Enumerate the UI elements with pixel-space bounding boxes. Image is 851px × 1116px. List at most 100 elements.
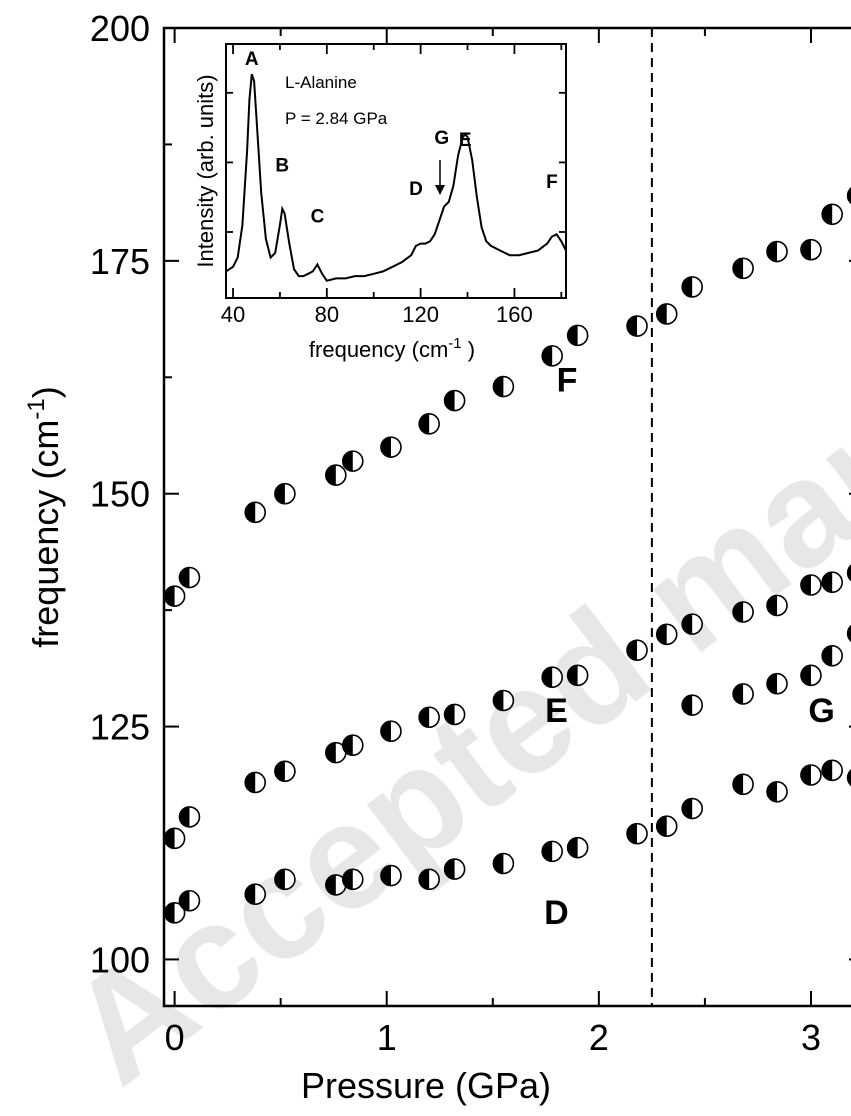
y-tick-label: 200 — [90, 8, 150, 49]
data-point-F — [418, 413, 440, 435]
marker-fill — [380, 865, 391, 886]
marker-fill — [627, 640, 638, 661]
series-label-F: F — [557, 361, 578, 399]
data-point-F — [655, 303, 678, 325]
data-point-D — [492, 852, 515, 875]
marker-fill — [767, 781, 778, 802]
marker-fill — [542, 667, 553, 688]
marker-fill — [682, 276, 693, 297]
y-axis-title-superscript: -1 — [23, 398, 50, 419]
marker-fill — [627, 823, 638, 844]
marker-fill — [419, 707, 430, 728]
marker-fill — [847, 188, 851, 204]
inset-arrow-head — [435, 185, 445, 195]
data-point-F — [626, 315, 648, 337]
marker-fill — [342, 869, 353, 890]
marker-fill — [342, 735, 353, 756]
marker-fill — [493, 376, 504, 397]
marker-fill — [245, 772, 256, 793]
marker-fill — [682, 695, 693, 716]
marker-fill — [733, 683, 744, 704]
data-point-E — [163, 827, 186, 850]
inset-y-axis-title: Intensity (arb. units) — [193, 74, 218, 267]
data-point-F — [821, 203, 843, 226]
plot-frame — [162, 26, 851, 1008]
inset-x-tick-label: 120 — [402, 302, 439, 327]
data-point-F — [800, 238, 822, 261]
inset-spectrum-curve — [225, 73, 567, 282]
data-point-G — [732, 683, 754, 705]
marker-fill — [822, 204, 833, 225]
data-point-E — [681, 613, 703, 635]
data-point-F — [846, 187, 851, 205]
marker-fill — [800, 665, 811, 686]
data-point-D — [821, 759, 843, 782]
marker-fill — [274, 761, 285, 782]
marker-fill — [245, 884, 256, 905]
series-label-G: G — [808, 692, 834, 730]
data-point-D — [846, 769, 851, 787]
data-point-D — [655, 815, 678, 838]
data-point-F — [178, 566, 201, 589]
data-point-G — [681, 694, 703, 716]
inset-frame — [225, 43, 567, 299]
series-labels: F E G D — [544, 361, 835, 932]
data-point-E — [492, 689, 515, 712]
marker-fill — [847, 626, 851, 641]
data-point-F — [732, 257, 754, 280]
data-point-F — [274, 482, 296, 505]
inset-x-axis-title-close: ) — [462, 337, 475, 362]
data-point-E — [443, 703, 466, 726]
data-point-E — [178, 806, 201, 828]
data-point-F — [566, 324, 589, 347]
inset-x-axis-title-main: frequency (cm — [309, 337, 448, 362]
inset-peak-labels: A B C D G E F — [245, 49, 558, 228]
inset-peak-label-B: B — [275, 156, 289, 177]
marker-fill — [419, 869, 430, 890]
data-point-E — [821, 571, 843, 594]
marker-fill — [847, 565, 851, 581]
data-point-F — [325, 464, 347, 486]
data-point-F — [244, 501, 267, 524]
inset-peak-label-G: G — [434, 128, 449, 149]
inset-annotation-sample: L-Alanine — [285, 73, 357, 92]
marker-fill — [380, 437, 391, 458]
data-point-E — [566, 664, 589, 687]
marker-fill — [542, 841, 553, 862]
marker-fill — [822, 645, 833, 666]
data-point-G — [800, 664, 822, 687]
data-point-E — [244, 771, 267, 794]
data-point-E — [732, 601, 754, 623]
y-tick-label: 150 — [90, 474, 150, 515]
y-axis-title: frequency (cm-1) — [23, 386, 66, 647]
inset-x-axis-title-superscript: -1 — [448, 335, 461, 352]
y-tick-label: 100 — [90, 939, 150, 980]
inset-peak-label-E: E — [459, 130, 472, 151]
data-point-G — [821, 644, 843, 667]
marker-fill — [567, 837, 578, 858]
marker-fill — [567, 325, 578, 346]
data-point-E — [341, 734, 364, 757]
marker-fill — [164, 586, 175, 607]
data-point-D — [274, 868, 296, 891]
data-point-E — [626, 639, 648, 661]
data-point-F — [380, 436, 402, 458]
data-point-F — [341, 450, 364, 472]
marker-fill — [419, 413, 430, 434]
marker-fill — [325, 742, 336, 763]
marker-fill — [800, 239, 811, 260]
series-label-E: E — [545, 692, 568, 730]
data-point-D — [681, 797, 703, 820]
data-point-E — [541, 666, 563, 689]
marker-fill — [682, 614, 693, 635]
data-point-G — [766, 672, 788, 695]
data-point-D — [418, 868, 440, 891]
marker-fill — [342, 451, 353, 472]
data-point-F — [541, 345, 563, 367]
data-point-D — [443, 858, 466, 880]
y-axis-title-close: ) — [25, 386, 66, 398]
marker-fill — [164, 902, 175, 923]
x-tick-label: 1 — [377, 1017, 397, 1058]
marker-fill — [493, 690, 504, 711]
data-point-F — [766, 240, 788, 263]
